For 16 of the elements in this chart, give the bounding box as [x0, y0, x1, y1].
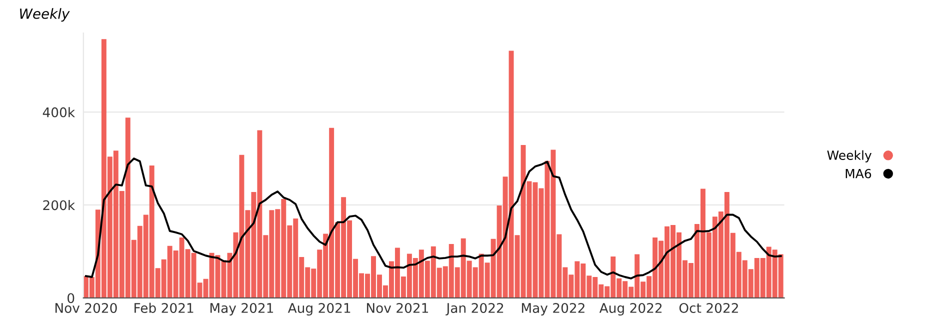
legend-label: Weekly	[827, 150, 872, 162]
x-tick-label: Feb 2021	[134, 302, 194, 313]
x-tick-label: Aug 2022	[599, 302, 662, 316]
y-tick-label: 200k	[43, 200, 76, 210]
x-tick-label: Oct 2022	[679, 302, 738, 313]
legend-label: MA6	[846, 168, 872, 178]
x-tick-label: Nov 2020	[55, 302, 117, 313]
line-series	[84, 158, 782, 280]
y-tick-label: 0	[68, 293, 74, 304]
x-tick-label: Jan 2022	[446, 302, 504, 316]
y-tick-label: 400k	[42, 107, 76, 118]
x-tick-label: May 2022	[522, 302, 584, 316]
x-tick-label: May 2021	[210, 302, 274, 316]
chart-title: Weekly	[20, 8, 70, 22]
x-tick-label: Nov 2021	[366, 302, 428, 313]
x-tick-label: Aug 2021	[288, 302, 350, 316]
